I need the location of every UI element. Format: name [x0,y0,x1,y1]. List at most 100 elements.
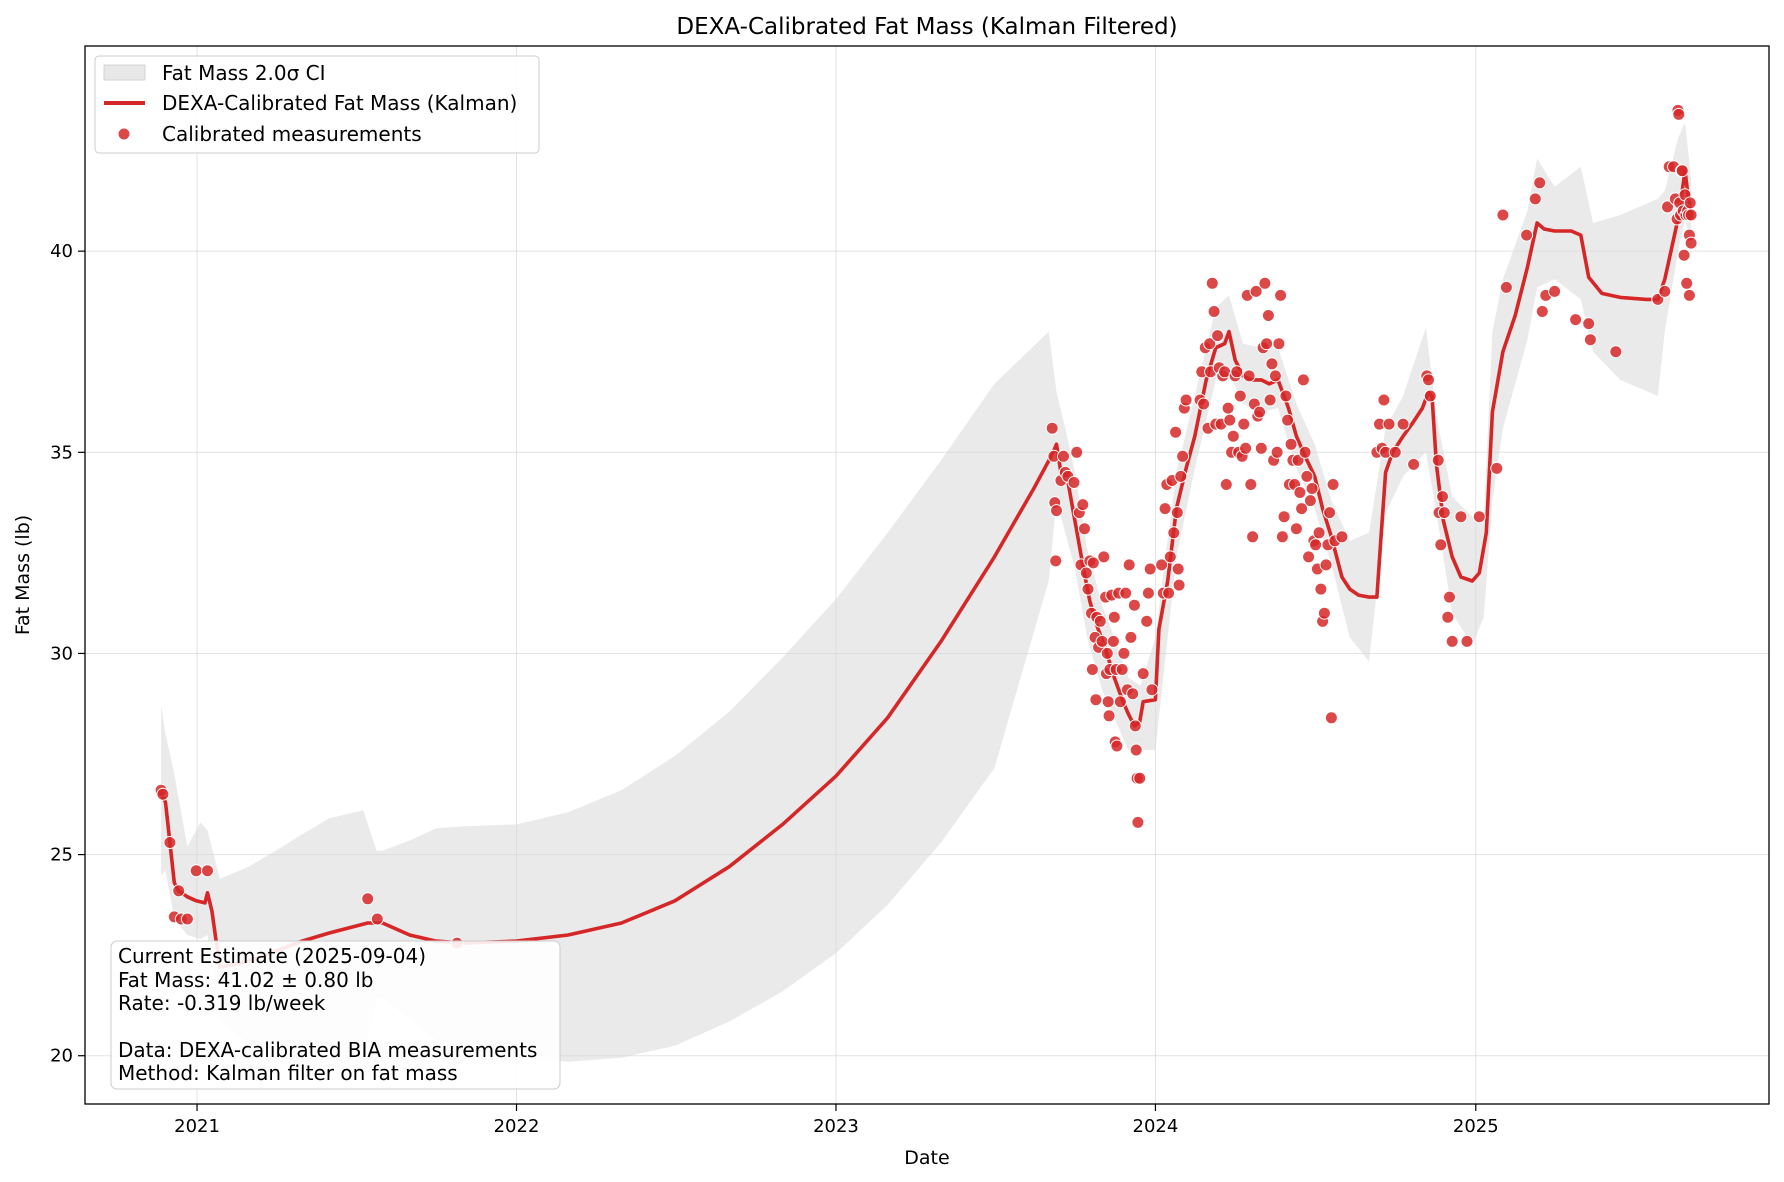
measurement-point [1242,369,1256,383]
y-tick-label: 30 [50,643,73,664]
measurement-point [1162,586,1176,600]
measurement-point [1437,506,1451,520]
confidence-band-layer [161,122,1692,1062]
measurement-point [1205,276,1219,290]
measurement-point [1174,469,1188,483]
measurement-point [1277,510,1291,524]
measurement-point [1319,558,1333,572]
x-axis: 2021 2022 2023 2024 2025 [174,1104,1499,1137]
measurement-point [1253,405,1267,419]
info-line-estimate: Current Estimate (2025-09-04) [118,944,426,968]
measurement-point [1244,478,1258,491]
measurement-point [1211,329,1225,343]
measurement-point [1167,526,1181,540]
info-line-data: Data: DEXA-calibrated BIA measurements [118,1038,537,1062]
measurement-point [1441,610,1455,624]
measurement-point [1324,711,1338,725]
measurement-point [1260,337,1274,351]
measurement-point [1049,554,1063,568]
measurement-point [361,892,375,906]
measurement-point [1171,562,1185,576]
measurement-point [1528,192,1542,206]
measurement-point [1382,417,1396,431]
info-line-rate: Rate: -0.319 lb/week [118,991,326,1015]
measurement-point [163,836,177,849]
chart-title: DEXA-Calibrated Fat Mass (Kalman Filtere… [676,14,1177,40]
measurement-point [1254,441,1268,455]
measurement-point [1093,614,1107,628]
measurement-point [1317,606,1331,620]
measurement-point [1300,469,1314,483]
x-tick-label: 2023 [813,1116,859,1137]
measurement-point [1219,478,1233,491]
legend-swatch-band [103,64,146,81]
measurement-point [1169,425,1183,439]
measurement-point [1076,498,1090,512]
legend-label-band: Fat Mass 2.0σ CI [162,61,326,85]
measurement-point [1102,709,1116,723]
measurement-point [1226,429,1240,443]
legend-swatch-points [117,127,131,141]
measurement-point [1223,413,1237,427]
measurement-point [189,864,203,878]
measurement-point [1124,630,1138,644]
x-tick-label: 2024 [1133,1116,1179,1137]
measurement-point [1443,590,1456,604]
measurement-point [1658,284,1672,298]
measurement-point [1239,441,1253,455]
measurement-point [1499,280,1513,294]
measurement-point [1683,196,1697,210]
measurement-point [1221,401,1235,415]
measurement-point [1326,478,1340,491]
measurement-point [1107,610,1121,624]
measurement-point [1070,445,1084,459]
measurement-point [1117,646,1131,660]
info-box-frame [110,940,561,1090]
y-tick-label: 20 [50,1046,73,1067]
measurement-point [1377,393,1391,407]
measurement-point [1274,288,1288,302]
measurement-point [1396,417,1410,431]
measurement-point [1582,317,1596,331]
measurement-point [1249,284,1263,298]
measurement-point [1272,337,1286,351]
measurement-point [1129,743,1143,757]
measurement-point [1295,502,1309,516]
measurement-point [1095,634,1109,648]
measurement-point [1079,566,1093,580]
measurement-point [1423,389,1437,403]
measurement-point [1422,373,1435,387]
measurement-point [1520,228,1534,242]
measurement-point [1133,771,1147,785]
x-tick-label: 2022 [494,1116,540,1137]
measurement-point [1145,683,1159,697]
measurement-point [1298,445,1312,459]
measurement-point [1126,687,1140,701]
measurement-point [1197,397,1211,411]
measurement-point [370,912,384,926]
measurement-point [1086,556,1100,570]
plot-frame [84,45,1770,1105]
measurement-point [201,864,214,878]
measurement-point [1431,453,1445,467]
measurement-point [1078,522,1091,536]
measurement-point [1119,586,1133,600]
measurement-point [1207,305,1221,318]
legend-label-points: Calibrated measurements [162,122,422,146]
measurement-point [1682,288,1696,302]
measurement-point [1323,506,1337,520]
grid [85,46,1769,1104]
measurement-point [1100,646,1114,660]
measurement-point [1268,369,1282,383]
measurement-point [1293,486,1307,499]
measurement-point [1170,506,1184,520]
measurement-point [1163,550,1177,564]
confidence-band [161,122,1692,1062]
measurement-point [1246,530,1260,544]
measurement-point [1275,530,1289,544]
measurement-point [1233,389,1247,403]
measurement-point [156,787,170,801]
measurement-point [1309,538,1323,552]
measurement-point [1140,614,1154,628]
